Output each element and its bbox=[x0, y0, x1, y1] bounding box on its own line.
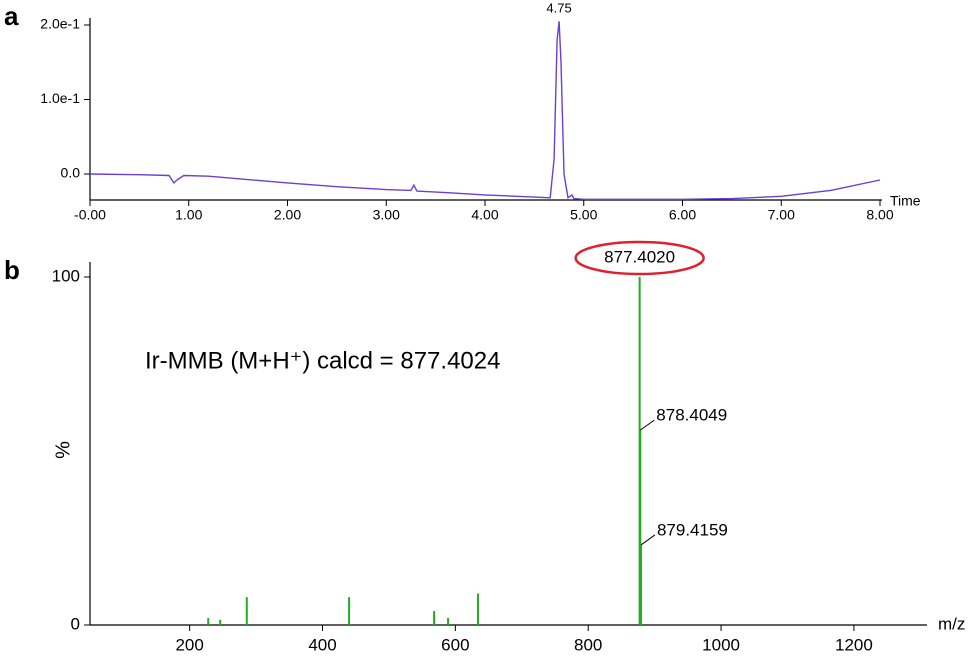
x-tick-label: 1000 bbox=[702, 635, 740, 654]
y-tick-label: 0.0 bbox=[61, 165, 81, 181]
x-tick-label: 3.00 bbox=[373, 207, 400, 223]
y-tick-label: 1.0e-1 bbox=[40, 90, 80, 106]
peak-label: 879.4159 bbox=[657, 520, 728, 539]
x-tick-label: 600 bbox=[441, 635, 469, 654]
leader-line bbox=[640, 419, 655, 431]
calcd-note: Ir-MMB (M+H⁺) calcd = 877.4024 bbox=[145, 347, 500, 374]
x-axis-label: m/z bbox=[938, 614, 965, 633]
x-tick-label: 200 bbox=[175, 635, 203, 654]
y-tick-label: 2.0e-1 bbox=[40, 16, 80, 32]
x-tick-label: 6.00 bbox=[669, 207, 696, 223]
y-tick-label: 0 bbox=[71, 614, 80, 633]
peak-label: 878.4049 bbox=[656, 406, 727, 425]
x-tick-label: 5.00 bbox=[570, 207, 597, 223]
panel-label: b bbox=[4, 255, 20, 285]
panel-label: a bbox=[4, 1, 19, 31]
x-tick-label: 8.00 bbox=[866, 207, 893, 223]
x-tick-label: 800 bbox=[574, 635, 602, 654]
x-axis-label: Time bbox=[890, 193, 921, 209]
x-tick-label: 1.00 bbox=[175, 207, 202, 223]
leader-line bbox=[640, 534, 656, 546]
x-tick-label: -0.00 bbox=[74, 207, 106, 223]
peak-label: 877.4020 bbox=[604, 247, 675, 266]
highlight-circle bbox=[574, 240, 705, 276]
trace-line bbox=[89, 21, 881, 200]
x-tick-label: 1200 bbox=[835, 635, 873, 654]
x-tick-label: 4.00 bbox=[471, 207, 498, 223]
y-tick-label: 100 bbox=[52, 266, 80, 285]
peak-label: 4.75 bbox=[546, 1, 571, 16]
x-tick-label: 7.00 bbox=[768, 207, 795, 223]
x-tick-label: 400 bbox=[308, 635, 336, 654]
y-axis-label: % bbox=[52, 441, 74, 459]
x-tick-label: 2.00 bbox=[274, 207, 301, 223]
